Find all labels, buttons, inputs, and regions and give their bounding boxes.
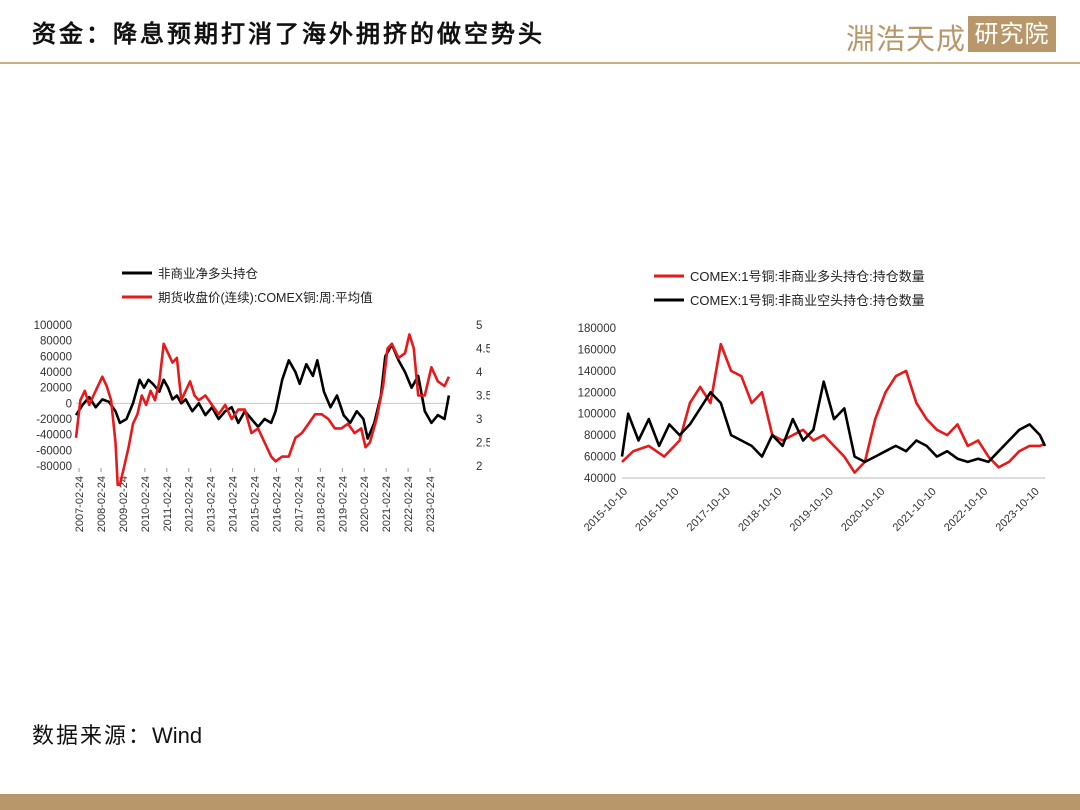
- y-tick-label: 140000: [578, 366, 616, 378]
- y-left-tick-label: 20000: [40, 383, 72, 395]
- y-right-tick-label: 3.5: [476, 391, 490, 403]
- y-left-tick-label: 0: [66, 398, 72, 410]
- series-line-long-position: [621, 342, 1046, 474]
- x-tick-label: 2015-02-24: [250, 476, 262, 532]
- y-left-tick-label: -20000: [36, 414, 72, 426]
- y-tick-label: 100000: [578, 409, 616, 421]
- x-tick-label: 2007-02-24: [74, 476, 86, 532]
- x-tick-label: 2018-02-24: [315, 476, 327, 532]
- series-line-short-position: [620, 380, 1047, 464]
- y-left-tick-label: -80000: [36, 461, 72, 473]
- series-line-comex-copper-price: [74, 333, 451, 487]
- y-tick-label: 160000: [578, 344, 616, 356]
- y-tick-label: 180000: [578, 323, 616, 335]
- footer-bar: [0, 794, 1080, 810]
- y-left-tick-label: -40000: [36, 430, 72, 442]
- page-title: 资金：降息预期打消了海外拥挤的做空势头: [32, 19, 545, 48]
- legend-label: COMEX:1号铜:非商业空头持仓:持仓数量: [690, 293, 925, 308]
- x-tick-label: 2017-02-24: [293, 476, 305, 532]
- y-tick-label: 60000: [584, 452, 616, 464]
- y-tick-label: 120000: [578, 387, 616, 399]
- y-tick-label: 80000: [584, 430, 616, 442]
- y-right-tick-label: 5: [476, 320, 482, 332]
- x-tick-label: 2017-10-10: [685, 486, 733, 534]
- x-tick-label: 2012-02-24: [184, 476, 196, 532]
- x-tick-label: 2018-10-10: [736, 486, 784, 534]
- x-tick-label: 2011-02-24: [162, 476, 174, 531]
- y-right-tick-label: 3: [476, 414, 482, 426]
- x-tick-label: 2016-10-10: [633, 486, 681, 534]
- y-tick-label: 40000: [584, 473, 616, 485]
- x-tick-label: 2014-02-24: [228, 476, 240, 532]
- y-left-tick-label: 80000: [40, 336, 72, 348]
- header-divider: [0, 62, 1080, 64]
- y-left-tick-label: 60000: [40, 351, 72, 363]
- legend-label: COMEX:1号铜:非商业多头持仓:持仓数量: [690, 269, 925, 284]
- brand-logo: 淵浩天成 研究院: [846, 12, 1056, 56]
- logo-box-text: 研究院: [974, 20, 1050, 48]
- legend-label: 期货收盘价(连续):COMEX铜:周:平均值: [158, 290, 373, 305]
- y-left-tick-label: 100000: [34, 320, 72, 332]
- x-tick-label: 2022-02-24: [403, 476, 415, 532]
- x-tick-label: 2008-02-24: [96, 476, 108, 532]
- logo-box: 研究院: [968, 16, 1056, 52]
- legend-label: 非商业净多头持仓: [158, 266, 259, 281]
- x-tick-label: 2020-10-10: [839, 486, 887, 534]
- x-tick-label: 2009-02-24: [118, 476, 130, 532]
- data-source-note: 数据来源：Wind: [32, 718, 202, 750]
- y-left-tick-label: -60000: [36, 445, 72, 457]
- y-right-tick-label: 4: [476, 367, 483, 379]
- y-right-tick-label: 4.5: [476, 344, 490, 356]
- x-tick-label: 2023-10-10: [994, 486, 1042, 534]
- y-left-tick-label: 40000: [40, 367, 72, 379]
- x-tick-label: 2019-10-10: [788, 486, 836, 534]
- x-tick-label: 2010-02-24: [140, 476, 152, 532]
- source-value: Wind: [152, 723, 203, 748]
- long-short-position-chart: COMEX:1号铜:非商业多头持仓:持仓数量 COMEX:1号铜:非商业空头持仓:…: [578, 269, 1047, 534]
- x-tick-label: 2019-02-24: [337, 476, 349, 532]
- x-tick-label: 2023-02-24: [425, 476, 437, 532]
- x-tick-label: 2021-02-24: [381, 476, 393, 532]
- x-tick-label: 2022-10-10: [942, 486, 990, 534]
- logo-text: 淵浩天成: [846, 22, 967, 56]
- x-tick-label: 2021-10-10: [891, 486, 939, 534]
- y-right-tick-label: 2: [476, 461, 482, 473]
- y-right-tick-label: 2.5: [476, 438, 490, 450]
- x-tick-label: 2015-10-10: [582, 486, 630, 534]
- source-label: 数据来源：: [32, 724, 153, 749]
- x-tick-label: 2016-02-24: [271, 476, 283, 532]
- x-tick-label: 2020-02-24: [359, 476, 371, 532]
- x-tick-label: 2013-02-24: [206, 476, 218, 532]
